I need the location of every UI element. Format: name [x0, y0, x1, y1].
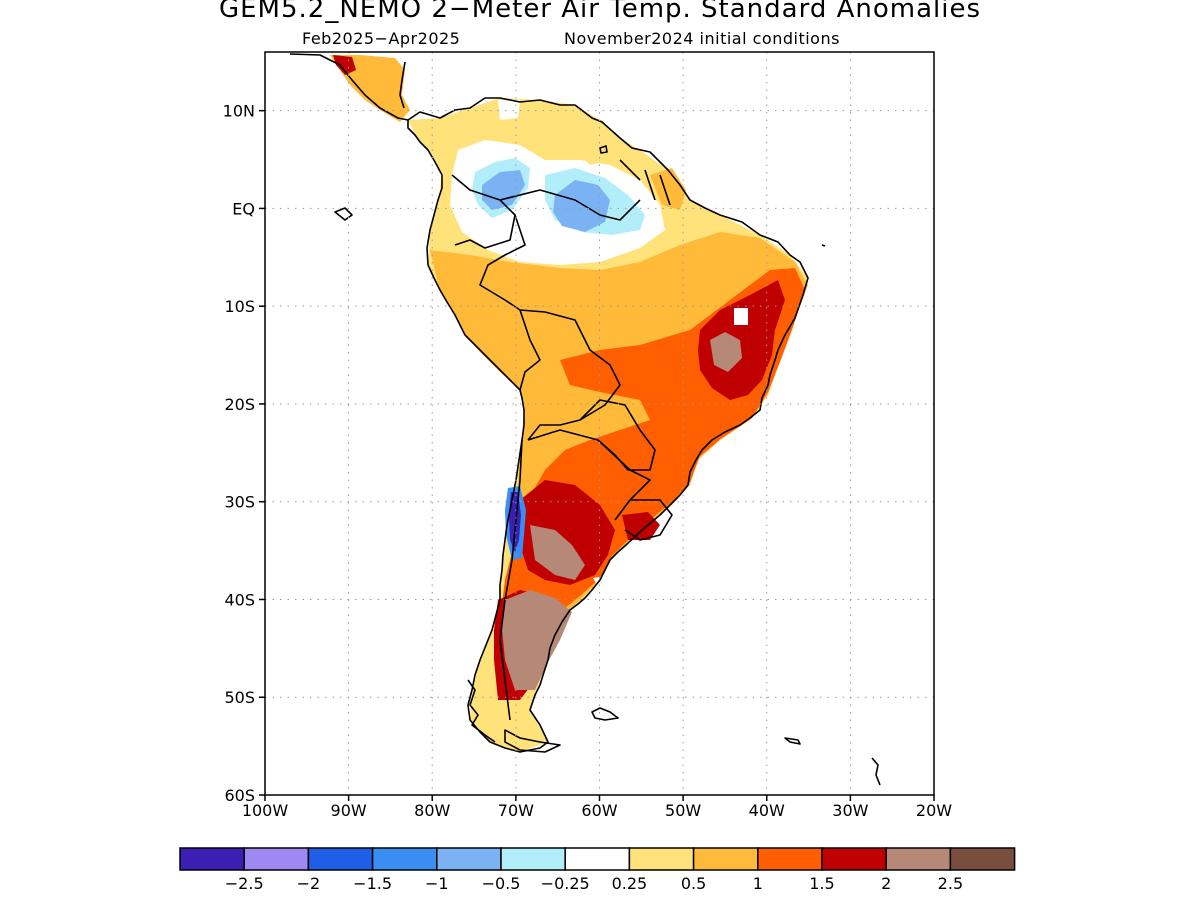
lat-tick-label: 10S — [224, 297, 255, 316]
legend-label: 0.25 — [612, 874, 648, 893]
lat-tick-label: 50S — [224, 688, 255, 707]
cool-blue-colombia — [482, 170, 525, 210]
brown-region-patagonia — [502, 590, 572, 690]
brown-region-north — [710, 332, 742, 372]
tierra-del-fuego — [504, 729, 561, 753]
legend-label: 0.5 — [681, 874, 706, 893]
cool-blue-venezuela — [553, 180, 610, 232]
lon-tick-label: 50W — [665, 801, 701, 820]
legend-label: −0.25 — [541, 874, 590, 893]
caribbean-coast-warm — [565, 125, 618, 165]
legend-swatch — [949, 847, 1016, 871]
legend-label: 2.5 — [938, 874, 963, 893]
falkland-islands — [591, 707, 619, 721]
border-guianas — [619, 159, 671, 206]
uruguay-hotspot — [622, 512, 660, 540]
legend-swatch — [628, 847, 695, 871]
color-legend: −2.5 −2 −1.5 −1 −0.5 −0.25 0.25 0.5 1 1.5 2 2.5 — [179, 847, 1016, 893]
legend-swatch — [821, 847, 887, 871]
border-colombia — [451, 174, 516, 249]
legend-swatch — [564, 847, 631, 871]
lat-tick-label: EQ — [232, 199, 255, 218]
lat-tick-label: 60S — [224, 786, 255, 805]
legend-label: 1.5 — [809, 874, 834, 893]
legend-label: −1.5 — [353, 874, 392, 893]
lon-tick-label: 90W — [331, 801, 367, 820]
white-patch-ne — [734, 308, 748, 325]
lon-tick-label: 60W — [581, 801, 617, 820]
latitude-axis: 10N EQ 10S 20S 30S 40S 50S 60S — [223, 102, 265, 805]
south-america-coast — [407, 97, 809, 753]
sandwich-islands — [871, 757, 881, 786]
lon-tick-label: 30W — [832, 801, 868, 820]
trinidad-island — [599, 145, 608, 154]
legend-swatch — [371, 847, 438, 871]
legend-label: 2 — [881, 874, 891, 893]
legend-swatch — [500, 847, 566, 871]
coastline — [289, 53, 881, 786]
lon-tick-label: 100W — [242, 801, 289, 820]
lon-tick-label: 80W — [414, 801, 450, 820]
legend-swatch — [692, 847, 759, 871]
central-america-hotspot — [333, 55, 356, 75]
brown-region-central — [530, 525, 585, 580]
border-venezuela — [499, 189, 641, 221]
galapagos-islands — [334, 207, 353, 221]
lat-tick-label: 10N — [223, 102, 255, 121]
lon-tick-label: 20W — [916, 801, 952, 820]
initial-conditions: November2024 initial conditions — [564, 29, 840, 48]
legend-swatch — [307, 847, 374, 871]
legend-label: −1 — [425, 874, 449, 893]
longitude-axis: 100W 90W 80W 70W 60W 50W 40W 30W 20W — [242, 795, 952, 820]
legend-label: −2 — [297, 874, 321, 893]
legend-label: 1 — [753, 874, 763, 893]
white-patch-caribbean — [498, 100, 520, 120]
anomaly-field — [330, 55, 808, 752]
northeast-hotspot — [698, 280, 785, 400]
legend-label: −0.5 — [482, 874, 521, 893]
central-america-coast — [289, 53, 409, 121]
guiana-warm-patch — [650, 168, 686, 210]
border-chile-argentina — [499, 439, 523, 721]
lat-tick-label: 20S — [224, 395, 255, 414]
legend-swatch — [436, 847, 502, 871]
legend-swatch — [243, 847, 310, 871]
lat-tick-label: 30S — [224, 493, 255, 512]
legend-swatch — [885, 847, 952, 871]
legend-label: −2.5 — [225, 874, 264, 893]
lon-tick-label: 70W — [498, 801, 534, 820]
border-peru-bolivia — [519, 309, 541, 391]
border-bolivia — [527, 311, 621, 441]
lon-tick-label: 40W — [749, 801, 785, 820]
legend-swatch — [179, 847, 245, 871]
lat-tick-label: 40S — [224, 590, 255, 609]
border-brazil-north — [479, 214, 546, 313]
map-title: GEM5.2_NEMO 2−Meter Air Temp. Standard A… — [218, 0, 982, 24]
forecast-period: Feb2025−Apr2025 — [302, 29, 461, 48]
fernando-de-noronha — [821, 244, 826, 247]
chile-fjords — [467, 679, 496, 743]
legend-swatch — [757, 847, 823, 871]
south-georgia — [784, 737, 801, 745]
border-uruguay — [624, 499, 673, 541]
